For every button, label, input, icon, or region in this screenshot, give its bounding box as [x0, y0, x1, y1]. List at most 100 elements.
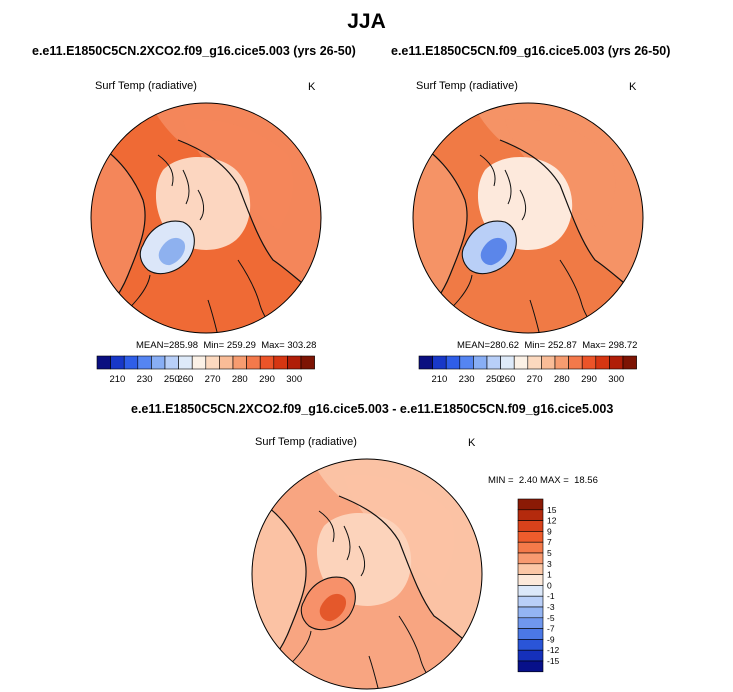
colorbar-tick-label: 5	[547, 548, 552, 558]
main-title: JJA	[347, 10, 386, 33]
colorbar-box	[622, 355, 637, 370]
colorbar-tick-label: 230	[459, 374, 475, 385]
panel-2-title: e.e11.E1850C5CN.f09_g16.cice5.003 (yrs 2…	[391, 44, 671, 58]
colorbar-box	[191, 355, 207, 370]
colorbar-box	[517, 649, 544, 662]
colorbar-box	[517, 585, 544, 597]
colorbar-box	[513, 355, 529, 370]
colorbar-box	[123, 355, 139, 370]
panel-2-max-label: Max=	[582, 340, 606, 351]
colorbar-box	[418, 355, 433, 370]
panel-2-mean-label: MEAN=	[457, 340, 490, 351]
colorbar-tick-label: 9	[547, 526, 552, 536]
panel-1-units: K	[308, 81, 316, 93]
greenland-core	[158, 237, 186, 266]
colorbar-box	[517, 639, 544, 651]
panel-2-max: 298.72	[608, 340, 638, 351]
panel-1-mean-label: MEAN=	[136, 340, 169, 351]
colorbar-box	[609, 355, 624, 370]
colorbar-box	[500, 355, 515, 370]
panel-2-mean: 280.62	[490, 340, 520, 351]
colorbar-tick-label: -7	[547, 624, 555, 634]
panel-3-map	[251, 458, 483, 690]
greenland-core	[319, 593, 347, 622]
colorbar-box	[517, 606, 544, 619]
colorbar-box	[164, 355, 179, 370]
colorbar-box	[517, 660, 544, 673]
map-field	[252, 459, 482, 689]
coastline-greenland	[300, 576, 356, 631]
colorbar-box	[595, 355, 610, 370]
colorbar-box	[517, 563, 544, 575]
colorbar-tick-label: 270	[205, 374, 221, 385]
colorbar-box	[517, 574, 544, 586]
colorbar-tick-label: 15	[547, 505, 557, 515]
panel-2-min: 252.87	[547, 340, 577, 351]
colorbar-tick-label: 210	[109, 374, 125, 385]
panel-3-min: 2.40	[518, 475, 538, 486]
panel-1-min-label: Min=	[203, 340, 225, 351]
coastline-greenland	[461, 220, 517, 275]
colorbar-tick-label: -15	[547, 656, 560, 666]
colorbar-tick-label: 0	[547, 580, 552, 590]
colorbar-tick-label: 250	[164, 374, 180, 385]
coastline-greenland	[139, 220, 195, 275]
greenland-core	[480, 237, 508, 266]
panel-3-max: 18.56	[574, 475, 598, 486]
colorbar-tick-label: 250	[486, 374, 502, 385]
colorbar-tick-label: 210	[431, 374, 447, 385]
colorbar-box	[581, 355, 597, 370]
colorbar-box	[273, 355, 288, 370]
colorbar-tick-label: 280	[232, 374, 248, 385]
panel-2-min-label: Min=	[524, 340, 546, 351]
map-border	[90, 102, 322, 334]
map-border	[412, 102, 644, 334]
colorbar-box	[178, 355, 193, 370]
colorbar-tick-label: 3	[547, 559, 552, 569]
coastline-eurasia	[338, 495, 482, 657]
colorbar-box	[541, 355, 556, 370]
colorbar-box	[432, 355, 447, 370]
colorbar-tick-label: 260	[499, 374, 515, 385]
colorbar-tick-label: 290	[259, 374, 275, 385]
panel-3-stats: MIN = 2.40 MAX = 18.56	[488, 475, 598, 486]
coastline-eurasia	[499, 139, 643, 301]
colorbar-box	[554, 355, 569, 370]
colorbar-box	[517, 595, 544, 608]
colorbar-box	[568, 355, 583, 370]
colorbar-box	[205, 355, 220, 370]
coastline-eurasia	[177, 139, 321, 301]
colorbar-box	[473, 355, 488, 370]
coastline-archipelago	[479, 154, 527, 221]
colorbar-box	[517, 552, 544, 565]
panel-2-variable: Surf Temp (radiative)	[416, 80, 518, 92]
panel-2-stats: MEAN=280.62 Min= 252.87 Max= 298.72	[457, 340, 637, 351]
colorbar-box	[527, 355, 542, 370]
coastline-archipelago	[157, 154, 205, 221]
panel-1-title: e.e11.E1850C5CN.2XCO2.f09_g16.cice5.003 …	[32, 44, 356, 58]
colorbar-box	[219, 355, 234, 370]
colorbar-tick-label: -5	[547, 613, 555, 623]
colorbar-box	[287, 355, 302, 370]
colorbar-box	[137, 355, 152, 370]
colorbar-tick-label: 300	[286, 374, 302, 385]
colorbar-box	[517, 628, 544, 640]
colorbar-tick-label: 230	[137, 374, 153, 385]
panel-2-map	[412, 102, 644, 334]
colorbar-box	[517, 531, 544, 543]
panel-1-mean: 285.98	[169, 340, 199, 351]
colorbar-tick-label: -9	[547, 634, 555, 644]
coastline-archipelago	[318, 510, 366, 577]
colorbar-tick-label: -12	[547, 645, 560, 655]
panel-3-max-label: MAX =	[540, 475, 569, 486]
colorbar-box	[300, 355, 315, 370]
colorbar-box	[486, 355, 501, 370]
panel-3-units: K	[468, 437, 476, 449]
colorbar-tick-label: 260	[177, 374, 193, 385]
colorbar-tick-label: -3	[547, 602, 555, 612]
colorbar-box	[151, 355, 166, 370]
colorbar-box	[517, 541, 544, 554]
